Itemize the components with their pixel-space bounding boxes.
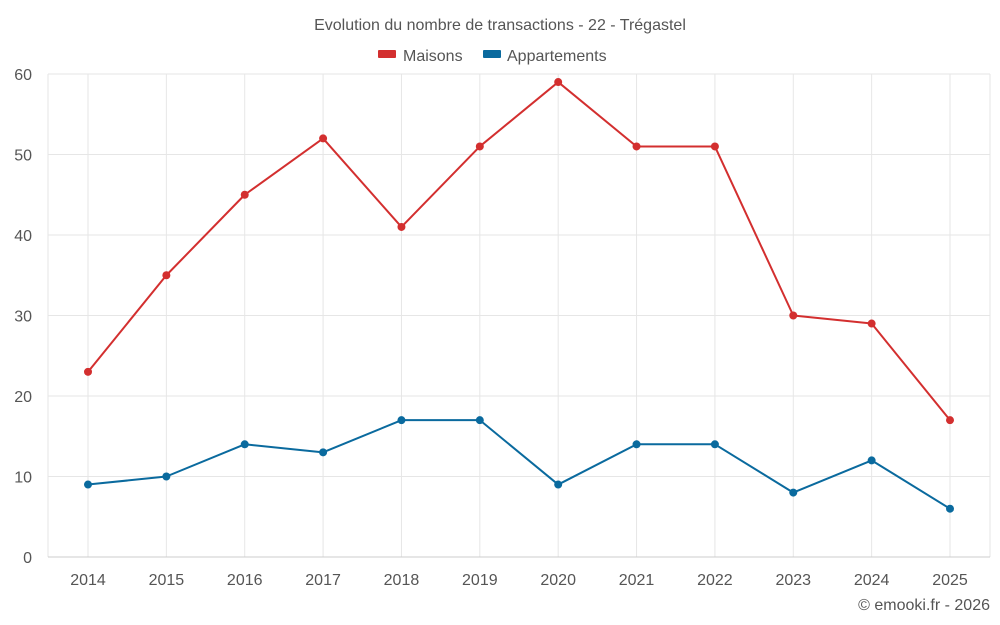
x-tick-label: 2016: [227, 572, 263, 589]
y-gridlines: [48, 73, 990, 477]
x-axis-tick-labels: 2014 2015 2016 2017 2018 2019 2020 2021 2022 2023…: [70, 572, 968, 589]
data-point-maisons[interactable]: [554, 78, 563, 87]
legend-swatch-appartements: [483, 50, 501, 58]
series-appartements: [84, 416, 954, 513]
data-point-appartements[interactable]: [789, 488, 798, 497]
data-point-maisons[interactable]: [162, 271, 171, 280]
x-tick-label: 2014: [70, 572, 106, 589]
series-line-maisons: [87, 81, 951, 421]
x-tick-label: 2024: [854, 572, 890, 589]
data-point-maisons[interactable]: [789, 311, 798, 320]
data-point-maisons[interactable]: [240, 190, 249, 199]
y-tick-label: 60: [14, 67, 32, 84]
data-point-appartements[interactable]: [946, 504, 954, 513]
y-tick-label: 10: [14, 470, 32, 487]
x-tick-label: 2018: [384, 572, 420, 589]
data-point-appartements[interactable]: [710, 440, 719, 449]
data-point-appartements[interactable]: [554, 480, 563, 489]
chart-title: Evolution du nombre de transactions - 22…: [314, 17, 686, 34]
x-tick-label: 2017: [305, 572, 341, 589]
data-point-maisons[interactable]: [319, 134, 328, 143]
x-tick-label: 2023: [775, 572, 811, 589]
data-point-maisons[interactable]: [867, 319, 876, 328]
x-tick-label: 2015: [149, 572, 185, 589]
series-layer: [84, 78, 954, 513]
data-point-maisons[interactable]: [632, 142, 641, 151]
x-tick-label: 2022: [697, 572, 733, 589]
data-point-appartements[interactable]: [867, 456, 876, 465]
data-point-maisons[interactable]: [710, 142, 719, 151]
data-point-appartements[interactable]: [162, 472, 171, 481]
legend-label-maisons[interactable]: Maisons: [403, 48, 463, 65]
series-line-appartements: [87, 419, 951, 510]
legend: Maisons Appartements: [378, 48, 607, 65]
y-tick-label: 50: [14, 148, 32, 165]
data-point-appartements[interactable]: [319, 448, 328, 457]
legend-label-appartements[interactable]: Appartements: [507, 48, 607, 65]
y-tick-label: 0: [23, 550, 32, 567]
data-point-appartements[interactable]: [397, 416, 406, 425]
y-tick-label: 20: [14, 389, 32, 406]
y-tick-label: 30: [14, 309, 32, 326]
data-point-appartements[interactable]: [84, 480, 92, 489]
data-point-appartements[interactable]: [240, 440, 249, 449]
x-tick-label: 2020: [540, 572, 576, 589]
data-point-appartements[interactable]: [632, 440, 641, 449]
series-maisons: [84, 78, 954, 425]
data-point-maisons[interactable]: [84, 367, 92, 376]
x-tick-label: 2019: [462, 572, 498, 589]
x-tick-label: 2021: [619, 572, 655, 589]
x-tick-label: 2025: [932, 572, 968, 589]
data-point-appartements[interactable]: [475, 416, 484, 425]
data-point-maisons[interactable]: [397, 222, 406, 231]
y-tick-label: 40: [14, 228, 32, 245]
data-point-maisons[interactable]: [946, 416, 954, 425]
legend-swatch-maisons: [378, 50, 396, 58]
y-axis-tick-labels: 0 10 20 30 40 50 60: [14, 67, 32, 567]
data-point-maisons[interactable]: [475, 142, 484, 151]
credit-text: © emooki.fr - 2026: [858, 597, 990, 614]
